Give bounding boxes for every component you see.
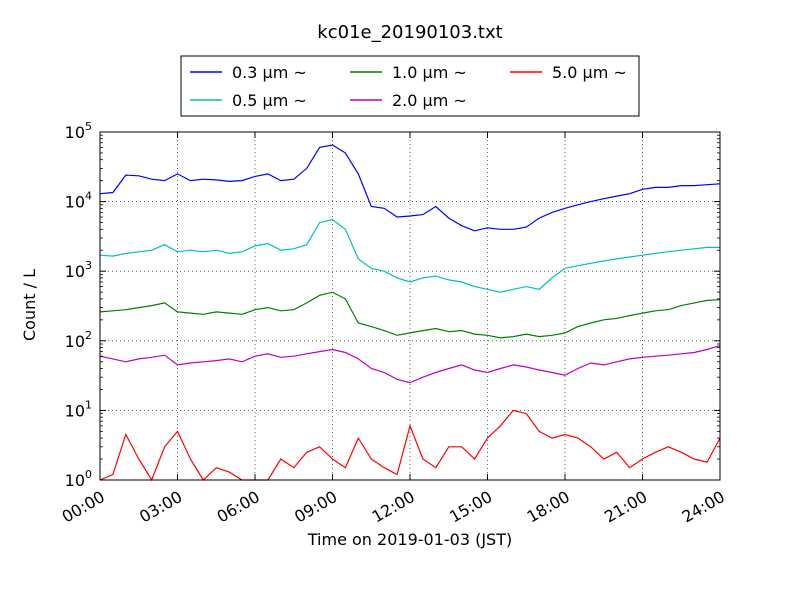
legend-label-0: 0.3 μm ~ bbox=[232, 63, 307, 82]
plot-area bbox=[100, 132, 720, 480]
chart-title: kc01e_20190103.txt bbox=[317, 22, 502, 43]
series-line-1 bbox=[99, 219, 720, 293]
y-tick-label: 103 bbox=[65, 259, 92, 281]
y-tick-label: 102 bbox=[65, 329, 92, 351]
y-tick-label: 100 bbox=[65, 468, 92, 490]
x-tick-label: 21:00 bbox=[601, 487, 650, 527]
legend-box bbox=[180, 55, 640, 117]
y-axis-label: Count / L bbox=[20, 269, 39, 341]
legend-label-2: 1.0 μm ~ bbox=[392, 63, 467, 82]
x-tick-label: 12:00 bbox=[369, 487, 418, 527]
legend: 0.3 μm ~ 0.5 μm ~ 1.0 μm ~ 2.0 μm ~ 5.0 μm ~ bbox=[180, 55, 640, 117]
series-line-3 bbox=[99, 345, 721, 384]
x-tick-label: 15:00 bbox=[446, 487, 495, 527]
legend-label-4: 5.0 μm ~ bbox=[552, 63, 627, 82]
x-tick-label: 06:00 bbox=[214, 487, 263, 527]
y-tick-label: 104 bbox=[65, 190, 92, 212]
x-tick-label: 09:00 bbox=[291, 487, 340, 527]
x-axis-label: Time on 2019-01-03 (JST) bbox=[307, 530, 512, 549]
x-tick-label: 18:00 bbox=[524, 487, 573, 527]
series-line-2 bbox=[99, 291, 721, 339]
x-tick-label: 03:00 bbox=[136, 487, 185, 527]
legend-label-1: 0.5 μm ~ bbox=[232, 91, 307, 110]
x-tick-label: 24:00 bbox=[679, 487, 728, 527]
y-axis-ticks: 100 101 102 103 104 105 bbox=[65, 120, 720, 490]
legend-label-3: 2.0 μm ~ bbox=[392, 91, 467, 110]
series-line-0 bbox=[99, 144, 721, 232]
plot-background bbox=[100, 132, 720, 480]
y-tick-label: 105 bbox=[65, 120, 92, 142]
x-tick-label: 00:00 bbox=[59, 487, 108, 527]
y-tick-label: 101 bbox=[65, 398, 92, 420]
